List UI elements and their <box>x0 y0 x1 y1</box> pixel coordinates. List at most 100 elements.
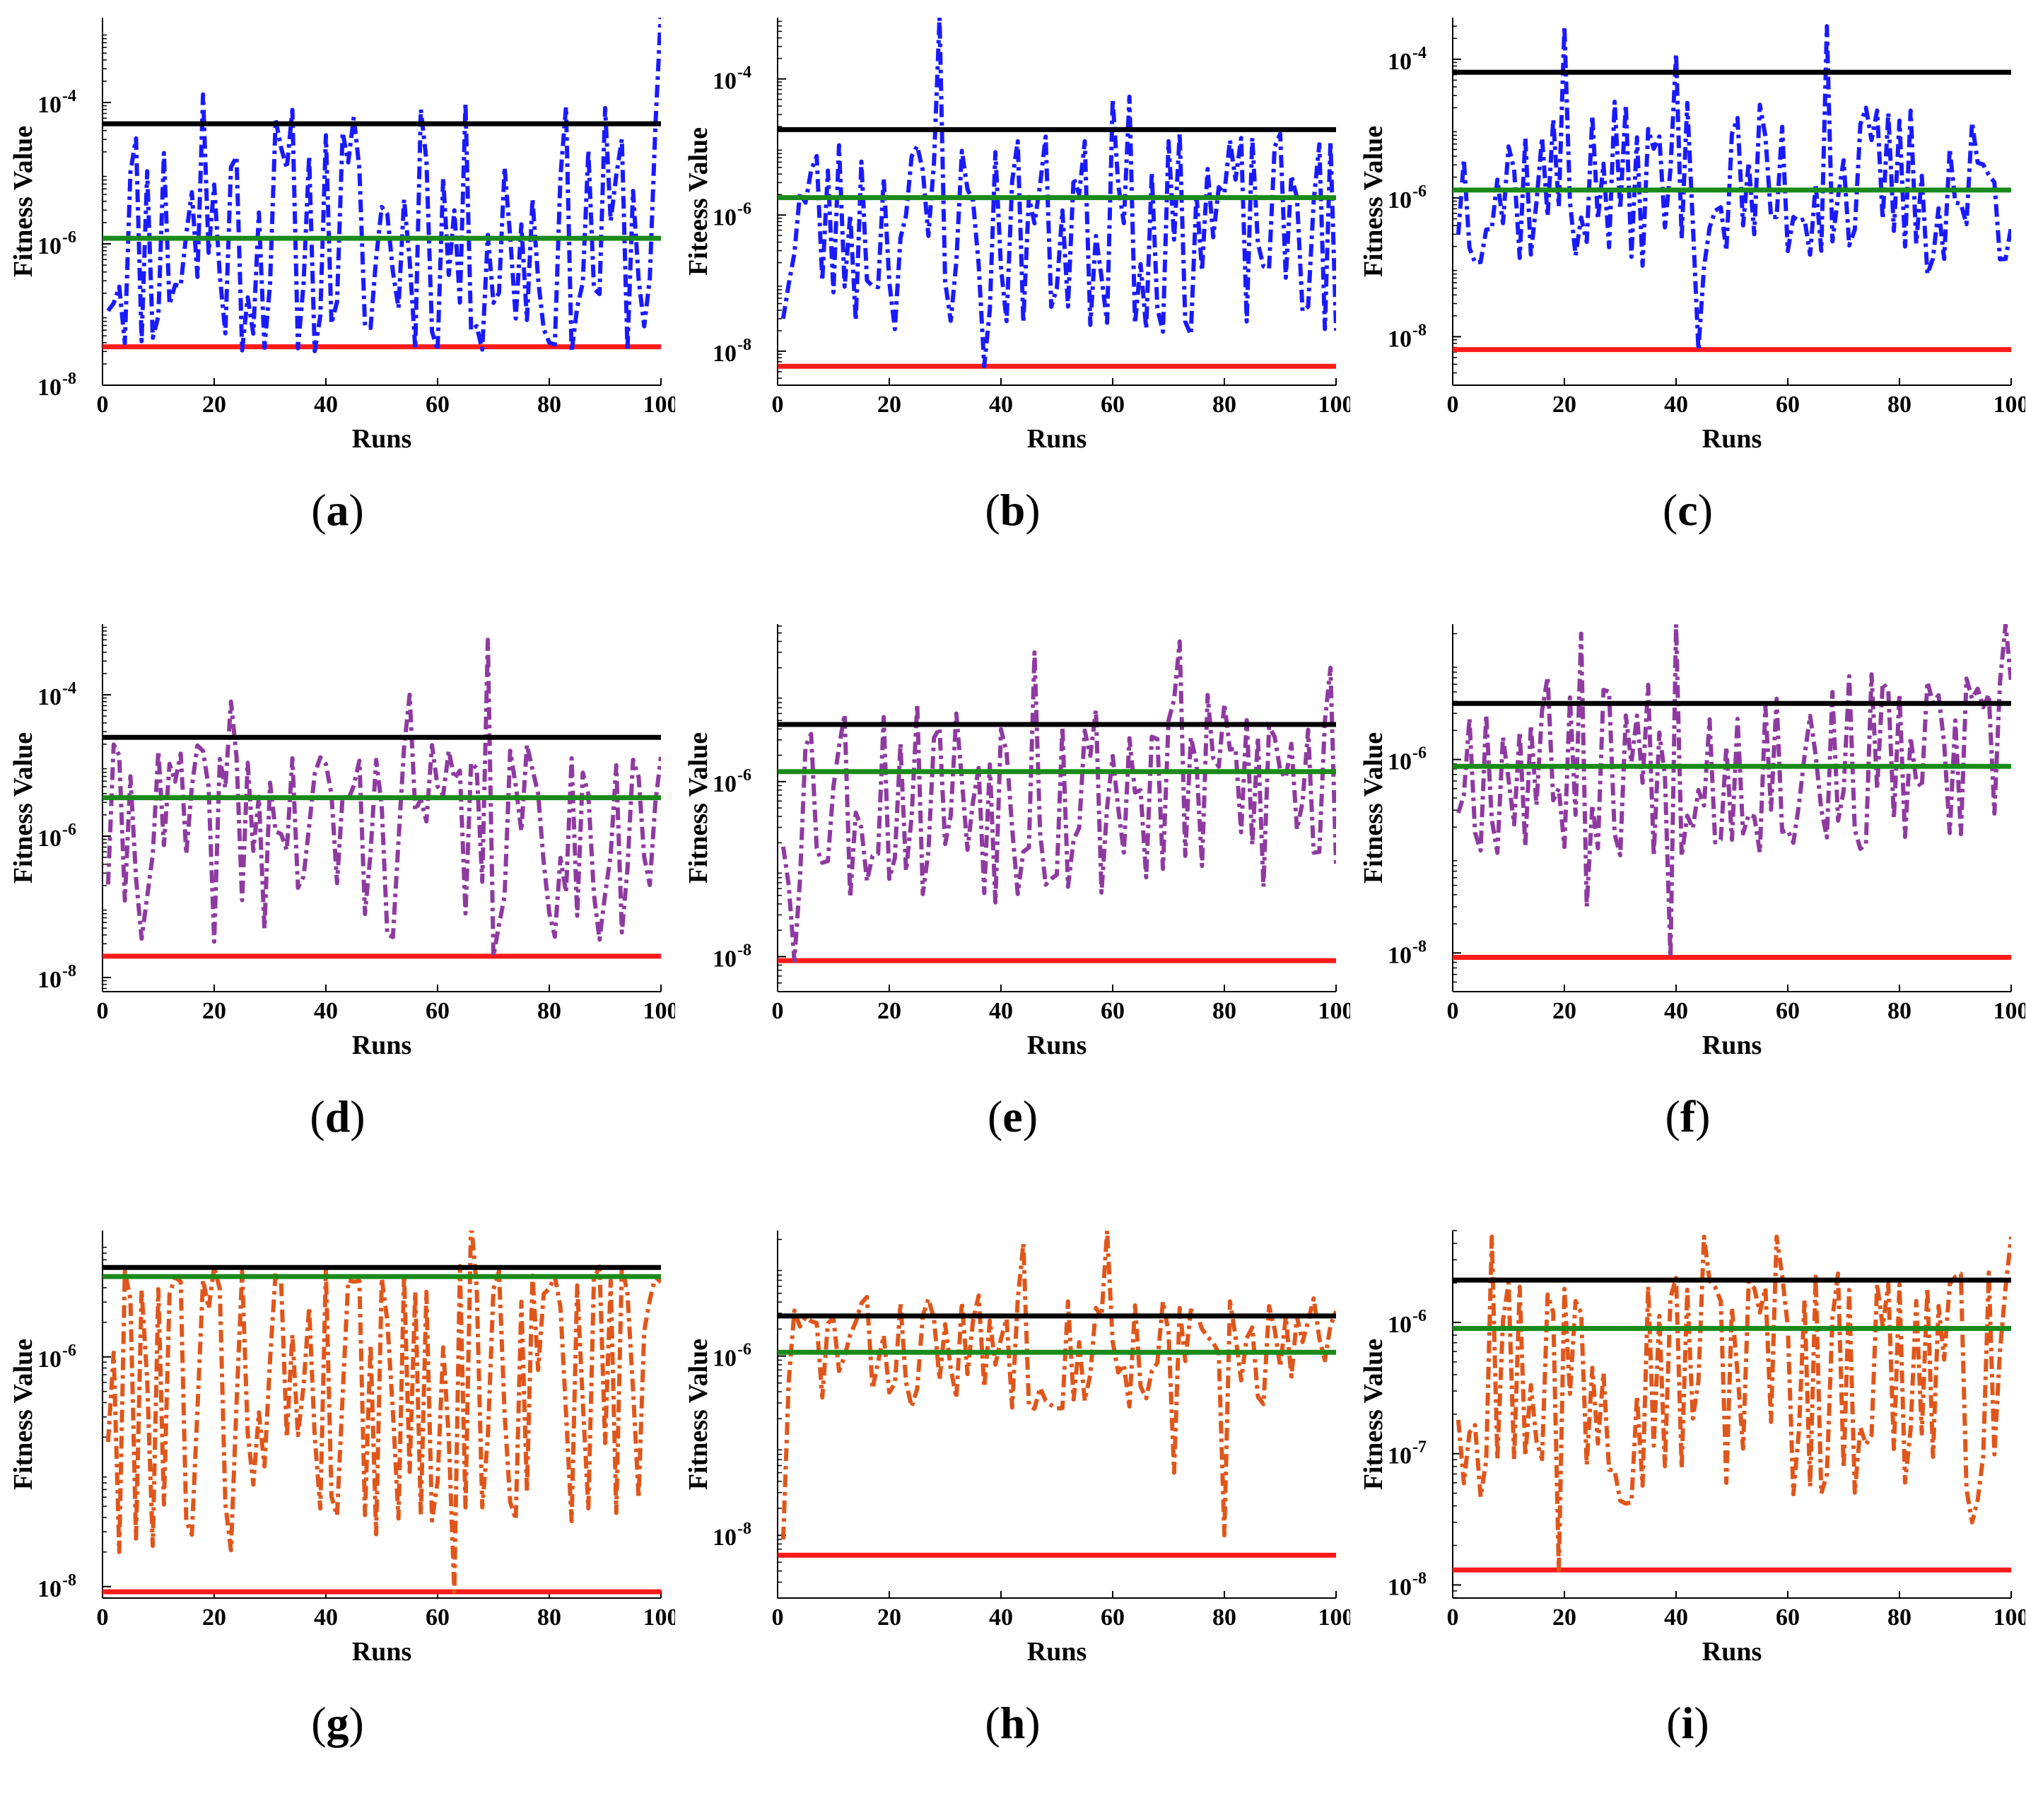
x-tick-label: 60 <box>1101 998 1125 1024</box>
y-axis-label: Fiteess Value <box>684 127 713 276</box>
y-tick-exponent: -8 <box>737 336 751 354</box>
y-axis-label: Fitness Value <box>1359 732 1388 883</box>
panel-caption-c: (c) <box>1662 485 1714 535</box>
y-tick-label: 10 <box>1388 49 1412 75</box>
x-tick-label: 20 <box>1552 392 1576 418</box>
x-tick-label: 60 <box>1776 998 1800 1024</box>
y-tick-label: 10 <box>37 684 62 710</box>
x-axis-label: Runs <box>1027 1031 1087 1060</box>
x-tick-label: 80 <box>537 392 561 418</box>
x-tick-label: 100 <box>643 998 676 1024</box>
x-tick-label: 80 <box>1212 392 1236 418</box>
x-axis-label: Runs <box>352 424 412 454</box>
x-tick-label: 80 <box>1887 1604 1911 1631</box>
x-tick-label: 20 <box>877 998 901 1024</box>
x-axis-label: Runs <box>1027 1637 1087 1667</box>
chart-panel-d: 0 20 40 60 80 100 10 -8 10 -6 10 -4 Runs Fitness Valu… <box>0 606 675 1213</box>
y-tick-label: 10 <box>1388 1312 1412 1338</box>
x-tick-label: 60 <box>1101 1604 1125 1631</box>
y-tick-label: 10 <box>713 1346 737 1372</box>
y-tick-exponent: -6 <box>62 1341 76 1360</box>
x-tick-label: 60 <box>426 998 450 1024</box>
chart-panel-a: 0 20 40 60 80 100 10 -8 10 -6 10 -4 Runs Fitness Valu… <box>0 0 675 606</box>
y-tick-label: 10 <box>37 375 62 401</box>
x-tick-label: 0 <box>97 392 109 418</box>
y-tick-exponent: -6 <box>1412 1307 1427 1325</box>
y-tick-exponent: -8 <box>737 1520 751 1538</box>
y-tick-exponent: -4 <box>1412 44 1427 62</box>
x-axis-label: Runs <box>352 1637 412 1667</box>
x-tick-label: 0 <box>772 998 784 1024</box>
x-tick-label: 20 <box>202 998 226 1024</box>
x-tick-label: 0 <box>772 1604 784 1631</box>
x-tick-label: 100 <box>1993 392 2026 418</box>
chart-panel-f: 0 20 40 60 80 100 10 -8 10 -6 Runs Fitness Value (f) <box>1350 606 2025 1213</box>
y-tick-label: 10 <box>1388 1574 1412 1600</box>
y-tick-exponent: -6 <box>737 199 751 218</box>
panel-caption-b: (b) <box>985 485 1041 535</box>
x-tick-label: 0 <box>1447 392 1459 418</box>
y-tick-exponent: -4 <box>737 64 751 82</box>
y-tick-label: 10 <box>37 1576 62 1602</box>
panel-caption-letter: f <box>1680 1091 1696 1141</box>
panel-caption-a: (a) <box>311 485 364 535</box>
x-tick-label: 40 <box>1664 392 1688 418</box>
y-tick-exponent: -4 <box>62 87 76 105</box>
fitness-series <box>105 1231 661 1595</box>
y-tick-exponent: -8 <box>1412 1569 1427 1587</box>
panel-caption-e: (e) <box>987 1091 1038 1141</box>
x-tick-label: 0 <box>772 392 784 418</box>
y-tick-exponent: -8 <box>62 370 76 388</box>
y-tick-label: 10 <box>37 826 62 852</box>
fitness-series <box>1456 24 2011 352</box>
x-tick-label: 40 <box>989 392 1013 418</box>
x-tick-label: 100 <box>1993 1604 2026 1631</box>
x-tick-label: 80 <box>1887 998 1911 1024</box>
x-tick-label: 60 <box>426 1604 450 1631</box>
fitness-series <box>1456 624 2011 960</box>
x-tick-label: 40 <box>1664 1604 1688 1631</box>
x-tick-label: 40 <box>314 998 338 1024</box>
panel-caption-g: (g) <box>311 1698 364 1748</box>
y-tick-label: 10 <box>1388 326 1412 352</box>
x-tick-label: 100 <box>643 1604 676 1631</box>
panel-caption-letter: d <box>324 1091 351 1141</box>
panel-caption-f: (f) <box>1665 1091 1711 1141</box>
x-axis-label: Runs <box>1702 1637 1762 1667</box>
fitness-series <box>780 639 1336 963</box>
x-tick-label: 80 <box>1212 998 1236 1024</box>
y-tick-exponent: -6 <box>1412 744 1427 763</box>
fitness-series <box>1456 1234 2011 1573</box>
y-tick-label: 10 <box>713 341 737 367</box>
x-tick-label: 100 <box>1318 998 1351 1024</box>
y-tick-label: 10 <box>713 204 737 230</box>
fitness-series <box>105 638 661 958</box>
x-tick-label: 20 <box>877 392 901 418</box>
x-axis-label: Runs <box>1702 1031 1762 1060</box>
y-axis-label: Fitness Value <box>1359 126 1388 277</box>
panel-caption-letter: a <box>326 485 349 535</box>
y-tick-exponent: -6 <box>62 228 76 247</box>
y-tick-label: 10 <box>37 92 62 118</box>
y-axis-label: Fitness Value <box>1359 1339 1388 1490</box>
y-tick-label: 10 <box>713 69 737 95</box>
x-tick-label: 80 <box>537 998 561 1024</box>
x-tick-label: 40 <box>989 998 1013 1024</box>
x-tick-label: 0 <box>1447 998 1459 1024</box>
x-tick-label: 60 <box>1776 1604 1800 1631</box>
chart-panel-h: 0 20 40 60 80 100 10 -8 10 -6 Runs Fitness Value (h) <box>675 1213 1350 1819</box>
y-tick-label: 10 <box>1388 1443 1412 1469</box>
panel-caption-letter: h <box>1000 1698 1026 1748</box>
chart-panel-g: 0 20 40 60 80 100 10 -8 10 -6 Runs Fitness Value (g) <box>0 1213 675 1819</box>
y-tick-exponent: -8 <box>62 962 76 980</box>
x-tick-label: 20 <box>877 1604 901 1631</box>
x-tick-label: 0 <box>97 1604 109 1631</box>
chart-panel-e: 0 20 40 60 80 100 10 -8 10 -6 Runs Fitness Value (e) <box>675 606 1350 1213</box>
panel-caption-h: (h) <box>985 1698 1041 1748</box>
